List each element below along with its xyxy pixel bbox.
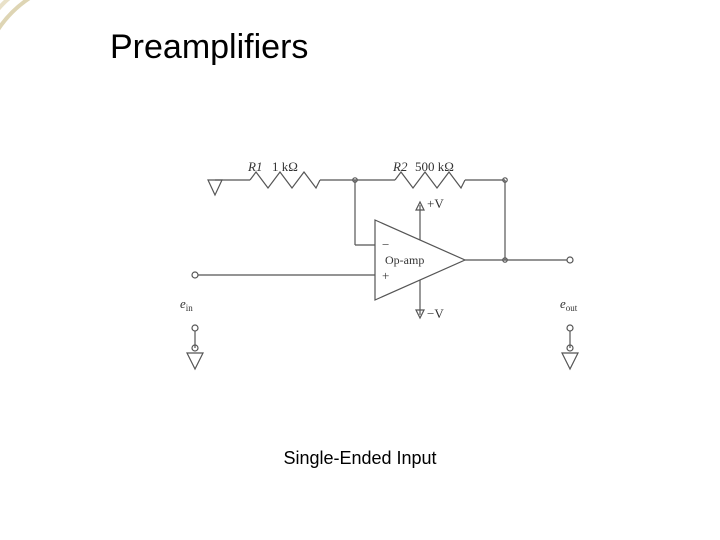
r1-name: R1 <box>247 159 262 174</box>
corner-swoosh <box>0 0 120 120</box>
opamp-label: Op-amp <box>385 253 424 267</box>
opamp-minus: − <box>382 237 389 252</box>
resistor-r1 <box>250 172 320 188</box>
r2-name: R2 <box>392 159 408 174</box>
resistor-r2 <box>395 172 465 188</box>
plusv-label: +V <box>427 196 444 211</box>
r1-value: 1 kΩ <box>272 159 298 174</box>
eout-terminal <box>567 257 573 263</box>
ground-ein <box>187 353 203 369</box>
circuit-diagram: R1 1 kΩ R2 500 kΩ Op-amp − + +V −V ein e… <box>175 150 605 430</box>
slide-caption: Single-Ended Input <box>0 448 720 469</box>
ground-eout <box>562 353 578 369</box>
ein-label: ein <box>180 296 193 313</box>
ein-low-terminal <box>192 325 198 331</box>
eout-label: eout <box>560 296 578 313</box>
ein-terminal <box>192 272 198 278</box>
slide-title: Preamplifiers <box>110 28 308 67</box>
eout-low-terminal <box>567 325 573 331</box>
opamp-plus: + <box>382 268 389 283</box>
minusv-label: −V <box>427 306 444 321</box>
ground-left-top <box>208 180 222 195</box>
r2-value: 500 kΩ <box>415 159 454 174</box>
